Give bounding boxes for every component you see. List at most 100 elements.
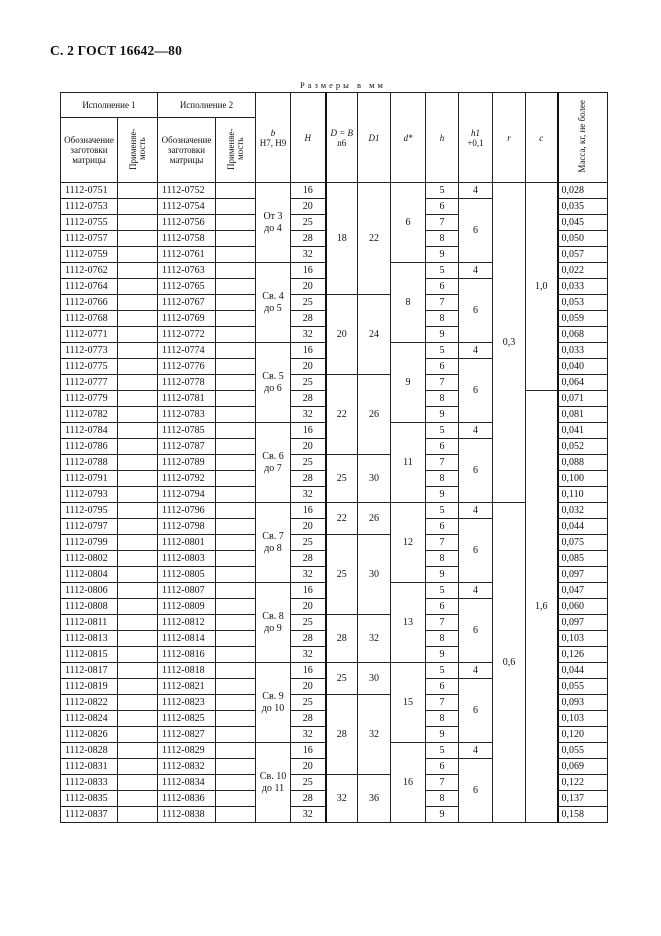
designation-2: 1112-0769	[157, 310, 216, 327]
c-value: 1,6	[525, 390, 558, 823]
header-d: d*	[390, 92, 426, 183]
mass-value: 0,085	[556, 550, 608, 567]
H-value: 20	[290, 678, 326, 695]
H-value: 25	[290, 614, 326, 631]
designation-1: 1112-0833	[60, 774, 118, 791]
applicability-1	[117, 774, 158, 791]
designation-1: 1112-0771	[60, 326, 118, 343]
H-value: 16	[290, 262, 326, 279]
b-range-to: до 11	[261, 782, 285, 794]
h-value: 8	[425, 630, 459, 647]
mass-value: 0,110	[556, 486, 608, 503]
mass-value: 0,053	[556, 294, 608, 311]
applicability-1	[117, 182, 158, 199]
designation-1: 1112-0779	[60, 390, 118, 407]
table-row: 1112-0753 1112-0754 20 6 6 0,035	[60, 198, 608, 263]
applicability-2	[215, 454, 256, 471]
h-value: 6	[425, 358, 459, 375]
mass-value: 0,103	[556, 630, 608, 647]
mass-value: 0,126	[556, 646, 608, 663]
applicability-1	[117, 198, 158, 215]
designation-2: 1112-0789	[157, 454, 216, 471]
d-value: 8	[390, 262, 426, 343]
designation-2: 1112-0796	[157, 502, 216, 519]
applicability-2	[215, 326, 256, 343]
table-row: 1112-0808 1112-0809 20 6 6 0,060	[60, 598, 608, 663]
applicability-1	[117, 342, 158, 359]
table-row: 1112-0826 1112-0827 32 9 0,120	[60, 726, 608, 743]
applicability-2	[215, 726, 256, 743]
mass-value: 0,075	[556, 534, 608, 551]
header-applicability-1: Применяе- мость	[117, 117, 158, 183]
applicability-1	[117, 678, 158, 695]
designation-2: 1112-0787	[157, 438, 216, 455]
applicability-1	[117, 598, 158, 615]
h-value: 8	[425, 390, 459, 407]
h-value: 7	[425, 374, 459, 391]
applicability-2	[215, 758, 256, 775]
b-range-to: до 6	[264, 382, 282, 394]
designation-2: 1112-0807	[157, 582, 216, 599]
designation-1: 1112-0822	[60, 694, 118, 711]
designation-1: 1112-0784	[60, 422, 118, 439]
table-row: 1112-0793 1112-0794 32 9 0,110	[60, 486, 608, 503]
designation-1: 1112-0826	[60, 726, 118, 743]
h-value: 5	[425, 662, 459, 679]
applicability-2	[215, 470, 256, 487]
table-row: 1112-0804 1112-0805 32 9 0,097	[60, 566, 608, 583]
h-value: 9	[425, 646, 459, 663]
applicability-2	[215, 182, 256, 199]
h-value: 9	[425, 566, 459, 583]
D1-value: 26	[357, 502, 391, 535]
mass-value: 0,071	[556, 390, 608, 407]
D-value: 28	[324, 694, 358, 775]
mass-value: 0,055	[556, 742, 608, 759]
h-value: 8	[425, 470, 459, 487]
d-value: 6	[390, 182, 426, 263]
designation-1: 1112-0753	[60, 198, 118, 215]
applicability-1	[117, 566, 158, 583]
designation-2: 1112-0825	[157, 710, 216, 727]
mass-value: 0,033	[556, 278, 608, 295]
designation-2: 1112-0756	[157, 214, 216, 231]
applicability-1	[117, 470, 158, 487]
b-range: Св. 7 до 8	[255, 502, 291, 583]
applicability-2	[215, 518, 256, 535]
applicability-1	[117, 278, 158, 295]
H-value: 28	[290, 310, 326, 327]
mass-value: 0,028	[556, 182, 608, 199]
h-value: 7	[425, 214, 459, 231]
applicability-2	[215, 230, 256, 247]
designation-2: 1112-0758	[157, 230, 216, 247]
header-h1: h1 +0,1	[458, 92, 493, 183]
h-value: 6	[425, 438, 459, 455]
designation-1: 1112-0815	[60, 646, 118, 663]
h-value: 9	[425, 246, 459, 263]
applicability-2	[215, 358, 256, 375]
designation-1: 1112-0817	[60, 662, 118, 679]
d-value: 15	[390, 662, 426, 743]
designation-2: 1112-0772	[157, 326, 216, 343]
h-value: 7	[425, 694, 459, 711]
h-value: 9	[425, 806, 459, 823]
H-value: 16	[290, 422, 326, 439]
h-value: 9	[425, 486, 459, 503]
header-H: H	[290, 92, 326, 183]
D1-value: 32	[357, 614, 391, 663]
applicability-2	[215, 582, 256, 599]
applicability-1	[117, 502, 158, 519]
designation-2: 1112-0803	[157, 550, 216, 567]
b-range-from: Св. 4	[262, 290, 284, 302]
table-row: 1112-0764 1112-0765 20 6 6 0,033	[60, 278, 608, 343]
h1-value: 6	[458, 278, 493, 343]
b-range-to: до 8	[264, 542, 282, 554]
mass-value: 0,081	[556, 406, 608, 423]
designation-1: 1112-0837	[60, 806, 118, 823]
designation-2: 1112-0805	[157, 566, 216, 583]
b-range-to: до 10	[261, 702, 285, 714]
table-row: 1112-0811 1112-0812 25 28 32 7 0,097	[60, 614, 608, 663]
applicability-1	[117, 614, 158, 631]
applicability-2	[215, 246, 256, 263]
table-row: 1112-0813 1112-0814 28 8 0,103	[60, 630, 608, 647]
designation-2: 1112-0754	[157, 198, 216, 215]
